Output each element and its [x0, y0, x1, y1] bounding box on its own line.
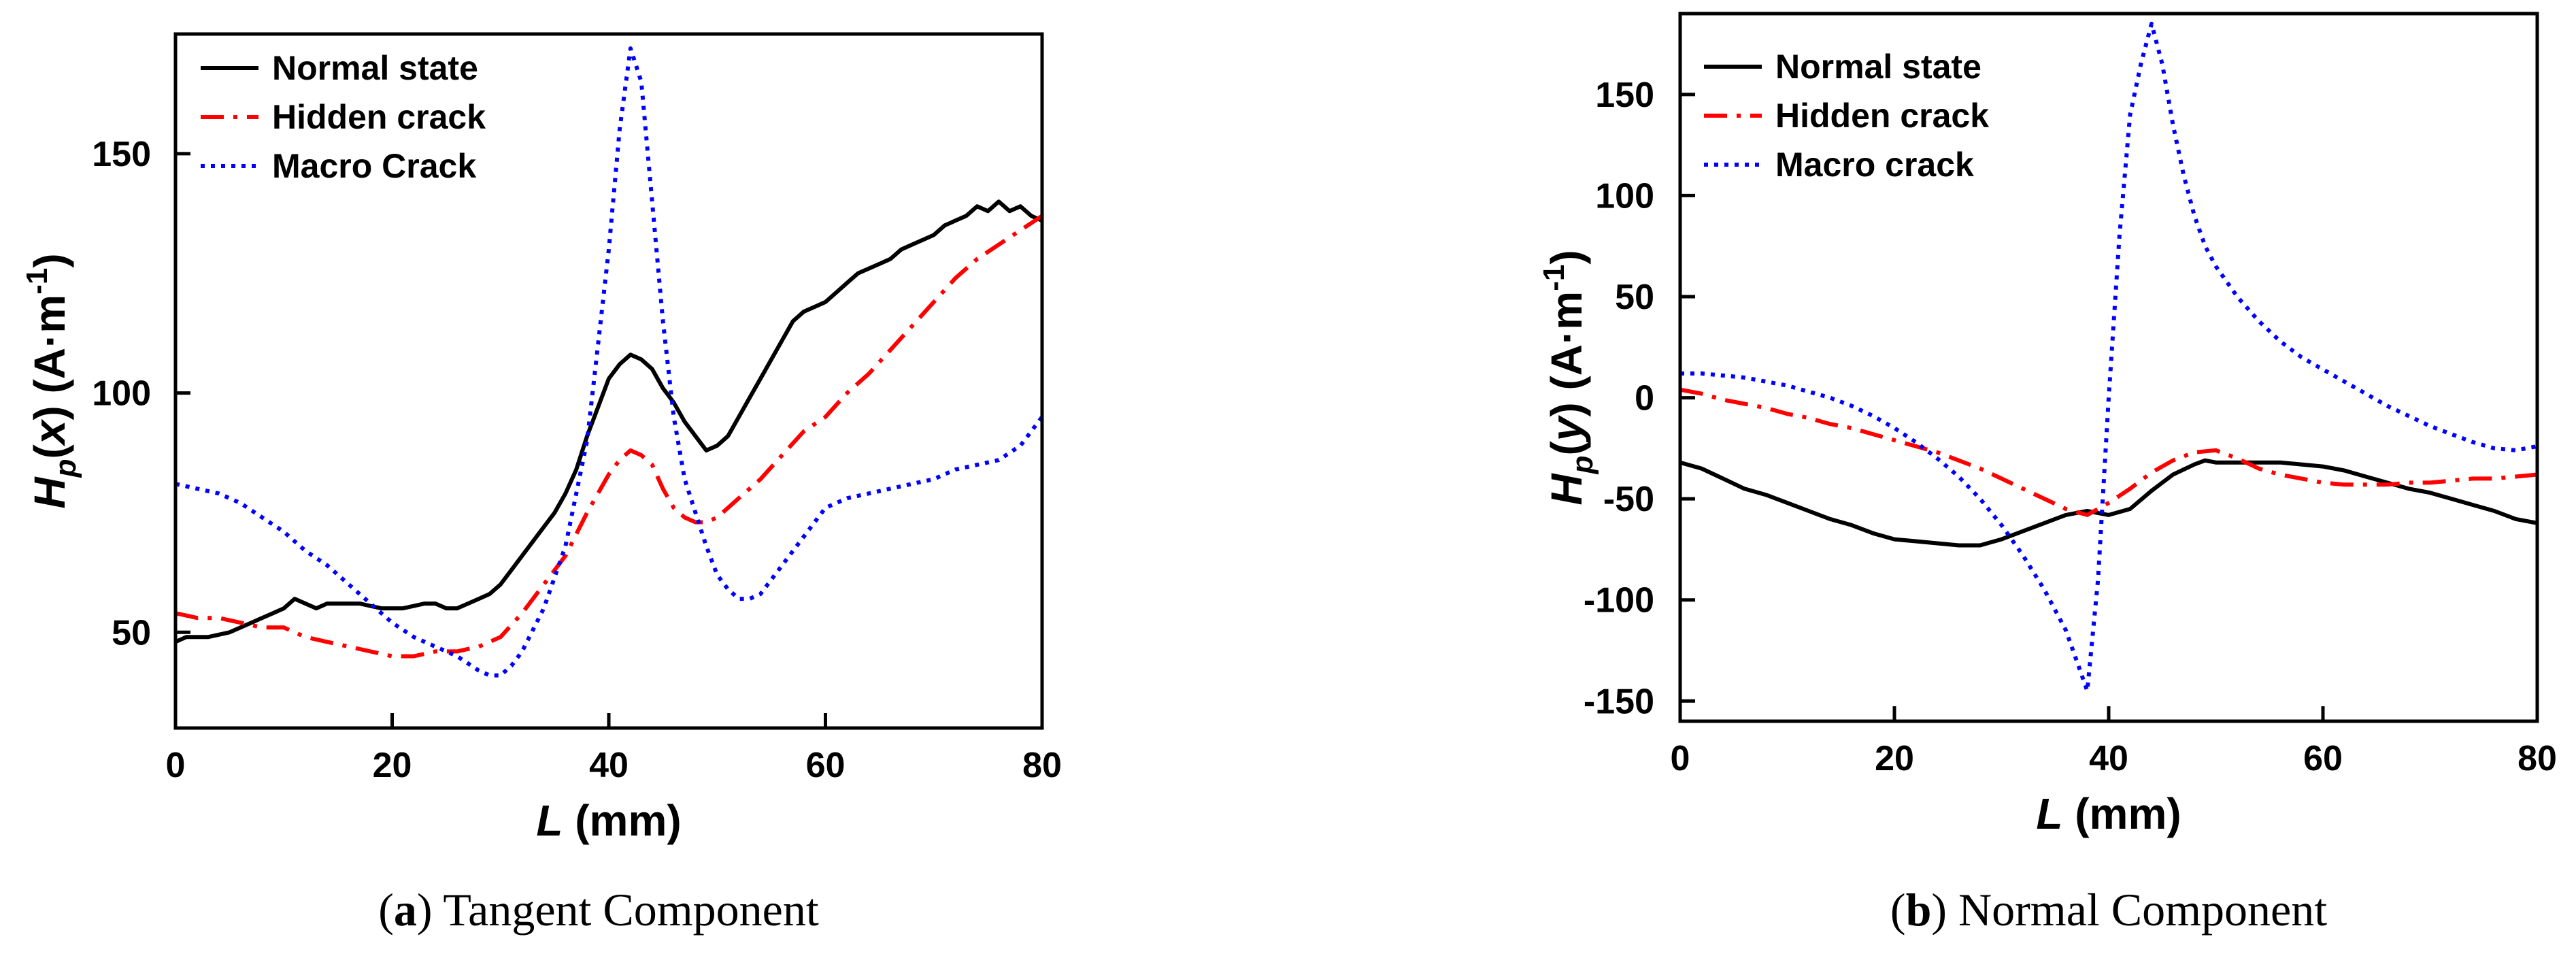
x-axis-label: L (mm) [536, 796, 681, 845]
caption-text: Tangent Component [433, 884, 819, 936]
x-tick-label: 40 [589, 746, 629, 785]
y-tick-label: 100 [92, 374, 151, 414]
x-tick-label: 60 [806, 746, 846, 785]
legend-label: Macro crack [1775, 146, 1974, 184]
legend-label: Macro Crack [272, 147, 476, 185]
y-tick-label: 0 [1635, 379, 1654, 418]
legend-label: Hidden crack [272, 98, 486, 136]
legend-label: Normal state [272, 49, 478, 87]
y-tick-label: -100 [1584, 581, 1654, 621]
series-line-hidden-crack [175, 214, 1042, 659]
y-axis-label: Hp(y) (A·m-1) [1537, 250, 1599, 505]
x-tick-label: 80 [2518, 739, 2557, 778]
legend-label: Normal state [1775, 48, 1981, 86]
y-label-arg: x [25, 418, 74, 446]
x-axis-unit: (mm) [2062, 789, 2181, 838]
y-tick-label: 150 [1595, 76, 1654, 115]
caption-text: Normal Component [1947, 884, 2327, 936]
y-tick-label: 50 [112, 613, 151, 653]
y-label-unit: (A·m [1542, 291, 1591, 391]
x-tick-label: 40 [2089, 739, 2128, 778]
legend-label: Hidden crack [1775, 97, 1989, 135]
x-axis-var: L [536, 796, 563, 845]
panel-caption: (a) Tangent Component [378, 884, 819, 936]
y-label-exponent: -1 [1537, 265, 1571, 291]
y-label-close: ) [1542, 250, 1591, 264]
y-label-arg: y [1542, 414, 1591, 443]
x-axis-label: L (mm) [2036, 789, 2181, 838]
y-tick-label: -150 [1584, 682, 1654, 721]
series-line-macro-crack [175, 46, 1042, 678]
y-label-sub: p [1566, 456, 1599, 475]
y-label-close-paren: ) [25, 394, 74, 420]
y-tick-label: 50 [1615, 278, 1654, 317]
caption-open: ( [1890, 884, 1906, 936]
panel-caption: (b) Normal Component [1890, 884, 2327, 936]
y-label-open-paren: ( [25, 444, 74, 459]
y-tick-label: 150 [92, 135, 151, 174]
series-line-macro-crack [1680, 21, 2537, 693]
x-tick-label: 20 [1875, 739, 1914, 778]
caption-letter: b [1906, 884, 1932, 936]
caption-open: ( [378, 884, 394, 936]
series-line-normal-state [175, 199, 1042, 644]
x-tick-label: 0 [1671, 739, 1690, 778]
x-tick-label: 20 [373, 746, 412, 785]
y-tick-label: -50 [1603, 480, 1654, 519]
x-tick-label: 60 [2303, 739, 2343, 778]
x-tick-label: 80 [1022, 746, 1062, 785]
y-label-unit: (A·m [25, 295, 74, 394]
caption-letter: a [394, 884, 417, 936]
series-line-hidden-crack [1680, 387, 2537, 517]
x-axis-var: L [2036, 789, 2062, 838]
y-label-close-paren: ) [1542, 391, 1591, 417]
y-label-close: ) [25, 253, 74, 267]
y-axis-label: Hp(x) (A·m-1) [20, 253, 82, 508]
caption-close: ) [1931, 884, 1947, 936]
y-label-open-paren: ( [1542, 441, 1591, 456]
y-label-exponent: -1 [20, 268, 54, 295]
caption-close: ) [417, 884, 433, 936]
y-label-var: H [25, 476, 74, 509]
x-tick-label: 0 [166, 746, 186, 785]
y-label-sub: p [49, 459, 82, 478]
y-label-var: H [1542, 473, 1591, 506]
x-axis-unit: (mm) [563, 796, 681, 845]
y-tick-label: 100 [1595, 176, 1654, 216]
